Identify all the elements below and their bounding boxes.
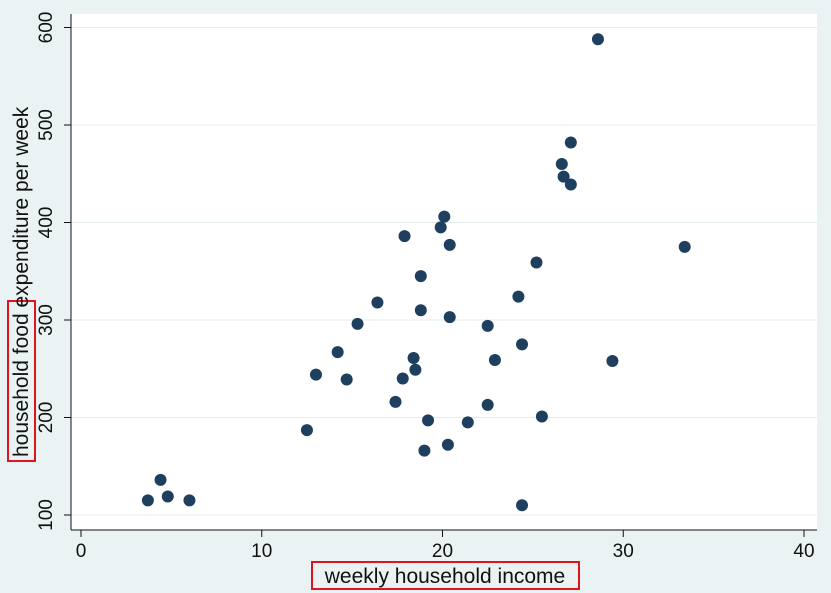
y-tick-label: 500 — [36, 109, 57, 141]
y-axis-title: household food expenditure per week — [10, 106, 33, 457]
x-tick-label: 0 — [76, 541, 87, 562]
data-point — [309, 368, 322, 381]
data-point — [418, 444, 431, 457]
data-point — [414, 304, 427, 317]
data-point — [161, 490, 174, 503]
data-point — [443, 311, 456, 324]
data-point — [422, 414, 435, 427]
y-axis-ticks: 100 200 300 400 500 600 — [36, 12, 71, 531]
x-axis-ticks: 0 10 20 30 40 — [76, 530, 815, 562]
data-point — [512, 290, 525, 303]
data-point — [461, 416, 474, 429]
data-point — [564, 178, 577, 191]
x-axis-title-group: weekly household income — [311, 561, 580, 590]
y-axis-title-group: household food expenditure per week — [7, 106, 36, 462]
data-point — [678, 240, 691, 253]
data-point — [331, 346, 344, 359]
x-tick-label: 30 — [613, 541, 634, 562]
gridlines — [71, 27, 817, 516]
data-point — [516, 338, 529, 351]
data-point — [438, 210, 451, 223]
data-point — [535, 410, 548, 423]
data-point — [443, 238, 456, 251]
y-tick-label: 200 — [36, 402, 57, 434]
x-axis-title: weekly household income — [324, 565, 565, 588]
data-point — [154, 473, 167, 486]
data-point — [530, 256, 543, 269]
data-point — [441, 438, 454, 451]
data-point — [481, 398, 494, 411]
data-point — [516, 499, 529, 512]
y-tick-label: 300 — [36, 304, 57, 336]
y-tick-label: 100 — [36, 499, 57, 531]
data-point — [557, 170, 570, 183]
x-tick-label: 40 — [793, 541, 814, 562]
data-point — [351, 317, 364, 330]
data-point — [555, 158, 568, 170]
data-point — [414, 270, 427, 283]
data-points — [141, 33, 691, 512]
data-point — [389, 395, 402, 408]
data-point — [591, 33, 604, 46]
axes — [70, 14, 817, 531]
data-point — [183, 494, 196, 507]
data-point — [407, 352, 420, 365]
data-point — [606, 354, 619, 367]
x-axis-title-highlight-box — [311, 561, 580, 590]
data-point — [481, 319, 494, 332]
y-axis-title-highlighted-part: household food — [10, 313, 33, 457]
x-tick-label: 10 — [251, 541, 272, 562]
plot-area — [71, 14, 817, 530]
data-point — [409, 363, 422, 376]
x-tick-label: 20 — [432, 541, 453, 562]
data-point — [396, 372, 409, 385]
data-point — [340, 373, 353, 386]
data-point — [371, 296, 384, 309]
data-point — [398, 230, 411, 243]
data-point — [300, 424, 313, 437]
data-point — [564, 136, 577, 149]
data-point — [488, 353, 501, 366]
y-axis-title-highlight-box — [7, 300, 36, 462]
y-tick-label: 400 — [36, 207, 57, 239]
data-point — [434, 221, 447, 234]
y-tick-label: 600 — [36, 12, 57, 44]
data-point — [141, 494, 154, 507]
y-axis-title-rest: expenditure per week — [10, 106, 33, 313]
